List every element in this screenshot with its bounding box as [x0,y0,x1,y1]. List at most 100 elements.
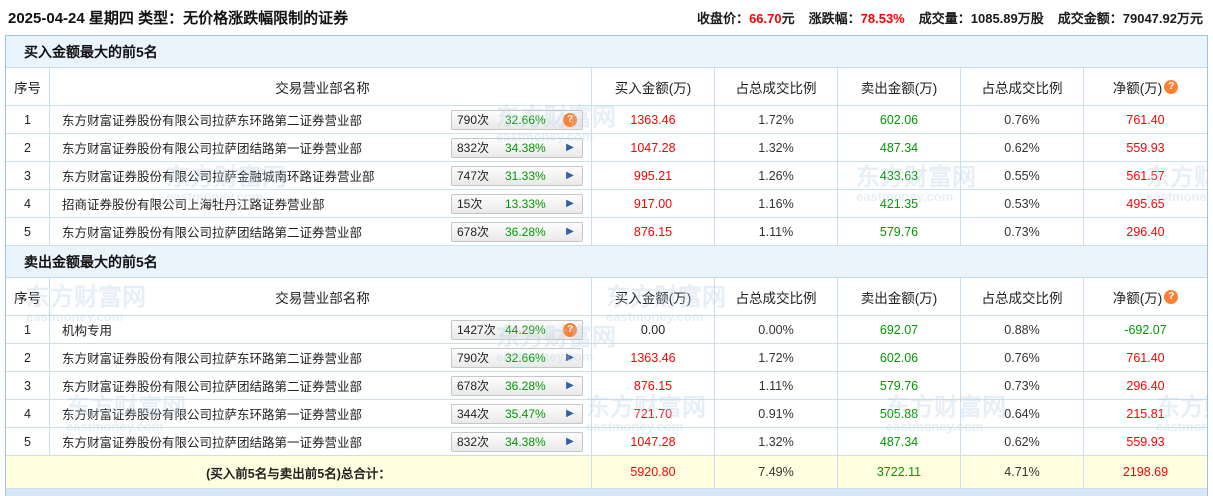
branch-name-link[interactable]: 招商证券股份有限公司上海牡丹江路证券营业部 [62,198,325,212]
column-header-buy-pct: 占总成交比例 [715,68,838,105]
play-arrow-icon[interactable]: ▶ [566,141,574,153]
sell-ratio: 0.73% [961,218,1084,245]
rank: 2 [6,134,50,161]
play-arrow-icon[interactable]: ▶ [566,169,574,181]
rank: 4 [6,400,50,427]
net-header-label: 净额(万) [1112,290,1163,306]
volume-value: 1085.89万股 [970,11,1044,26]
total-sell-amount: 3722.11 [838,456,961,488]
net-amount: 559.93 [1126,140,1165,155]
column-header-net: 净额(万)? [1084,278,1207,315]
play-arrow-icon[interactable]: ▶ [566,435,574,447]
trade-detail-button[interactable]: 832次 34.38% ▶ [451,431,583,452]
buy-ratio: 1.72% [715,344,838,371]
change-pct-label: 涨跌幅： [808,11,861,26]
play-arrow-icon[interactable]: ▶ [566,407,574,419]
sell-amount: 579.76 [838,218,961,245]
net-amount: -692.07 [1124,322,1167,337]
trade-detail-button[interactable]: 678次 36.28% ▶ [451,221,583,242]
rank: 5 [6,218,50,245]
column-header-buy: 买入金额(万) [592,68,715,105]
buy-ratio: 1.26% [715,162,838,189]
rank: 1 [6,106,50,133]
buy-amount: 1047.28 [592,134,715,161]
branch-cell: 东方财富证券股份有限公司拉萨团结路第一证券营业部 832次 34.38% ▶ [50,134,592,161]
trade-detail-button[interactable]: 678次 36.28% ▶ [451,375,583,396]
summary-stats: 收盘价：66.70元 涨跌幅：78.53% 成交量：1085.89万股 成交金额… [697,8,1203,27]
play-arrow-icon[interactable]: ▶ [566,379,574,391]
trade-detail-button[interactable]: 747次 31.33% ▶ [451,165,583,186]
branch-cell: 东方财富证券股份有限公司拉萨团结路第二证券营业部 678次 36.28% ▶ [50,218,592,245]
trade-detail-button[interactable]: 790次 32.66% ? [451,109,583,130]
branch-name-link[interactable]: 东方财富证券股份有限公司拉萨东环路第二证券营业部 [62,352,363,366]
trade-detail-button[interactable]: 1427次 44.29% ? [451,319,583,340]
appearance-count: 344次 [457,407,490,421]
branch-name-link[interactable]: 东方财富证券股份有限公司拉萨东环路第二证券营业部 [62,114,363,128]
trade-detail-button[interactable]: 790次 32.66% ▶ [451,347,583,368]
buy-ratio: 1.32% [715,134,838,161]
branch-cell: 东方财富证券股份有限公司拉萨团结路第二证券营业部 678次 36.28% ▶ [50,372,592,399]
totals-row: (买入前5名与卖出前5名)总合计： 5920.80 7.49% 3722.11 … [6,456,1207,489]
volume-stat: 成交量：1085.89万股 [919,8,1044,27]
help-icon[interactable]: ? [563,112,577,127]
rank: 4 [6,190,50,217]
branch-name-link[interactable]: 东方财富证券股份有限公司拉萨团结路第一证券营业部 [62,142,363,156]
column-header-buy: 买入金额(万) [592,278,715,315]
column-header-net: 净额(万)? [1084,68,1207,105]
sell-ratio: 0.76% [961,344,1084,371]
sell-ratio: 0.53% [961,190,1084,217]
win-rate: 32.66% [505,350,546,365]
net-amount: 559.93 [1126,434,1165,449]
column-header-sell-pct: 占总成交比例 [961,68,1084,105]
sell-ratio: 0.88% [961,316,1084,343]
total-buy-amount: 5920.80 [592,456,715,488]
win-rate: 35.47% [505,406,546,421]
branch-cell: 机构专用 1427次 44.29% ? [50,316,592,343]
buy-amount: 876.15 [592,372,715,399]
trade-detail-button[interactable]: 832次 34.38% ▶ [451,137,583,158]
trade-detail-button[interactable]: 344次 35.47% ▶ [451,403,583,424]
appearance-count: 1427次 [457,323,496,337]
help-icon[interactable]: ? [1164,289,1179,304]
trade-detail-button[interactable]: 15次 13.33% ▶ [451,193,583,214]
column-header-buy-pct: 占总成交比例 [715,278,838,315]
branch-name-link[interactable]: 东方财富证券股份有限公司拉萨金融城南环路证券营业部 [62,170,375,184]
sell-amount: 692.07 [838,316,961,343]
rank: 5 [6,428,50,455]
lhb-board: 买入金额最大的前5名 序号 交易营业部名称 买入金额(万) 占总成交比例 卖出金… [5,35,1208,496]
branch-cell: 招商证券股份有限公司上海牡丹江路证券营业部 15次 13.33% ▶ [50,190,592,217]
branch-name-link[interactable]: 东方财富证券股份有限公司拉萨团结路第一证券营业部 [62,436,363,450]
branch-name-link[interactable]: 东方财富证券股份有限公司拉萨团结路第二证券营业部 [62,380,363,394]
appearance-count: 790次 [457,113,490,127]
play-arrow-icon[interactable]: ▶ [566,351,574,363]
branch-name-link[interactable]: 东方财富证券股份有限公司拉萨东环路第一证券营业部 [62,408,363,422]
play-arrow-icon[interactable]: ▶ [566,225,574,237]
buy-ratio: 1.11% [715,218,838,245]
sell-ratio: 0.64% [961,400,1084,427]
net-header-label: 净额(万) [1112,80,1163,96]
sell-amount: 602.06 [838,344,961,371]
table-row: 4 东方财富证券股份有限公司拉萨东环路第一证券营业部 344次 35.47% ▶… [6,400,1207,428]
table-row: 5 东方财富证券股份有限公司拉萨团结路第二证券营业部 678次 36.28% ▶… [6,218,1207,246]
win-rate: 34.38% [505,140,546,155]
net-amount: 296.40 [1126,224,1165,239]
appearance-count: 747次 [457,169,490,183]
table-row: 3 东方财富证券股份有限公司拉萨金融城南环路证券营业部 747次 31.33% … [6,162,1207,190]
appearance-count: 678次 [457,225,490,239]
page-title: 2025-04-24 星期四 类型：无价格涨跌幅限制的证券 [8,10,349,27]
totals-label: (买入前5名与卖出前5名)总合计： [6,456,592,488]
buy-amount: 917.00 [592,190,715,217]
column-header-rank: 序号 [6,68,50,105]
play-arrow-icon[interactable]: ▶ [566,197,574,209]
sell-ratio: 0.62% [961,134,1084,161]
change-pct-stat: 涨跌幅：78.53% [809,8,905,27]
rank: 2 [6,344,50,371]
branch-name-link[interactable]: 东方财富证券股份有限公司拉萨团结路第二证券营业部 [62,226,363,240]
branch-name-link[interactable]: 机构专用 [62,324,113,338]
close-price-unit: 元 [781,11,795,26]
buy-table-header: 序号 交易营业部名称 买入金额(万) 占总成交比例 卖出金额(万) 占总成交比例… [6,68,1207,106]
help-icon[interactable]: ? [1164,79,1179,94]
sell-ratio: 0.62% [961,428,1084,455]
help-icon[interactable]: ? [563,322,577,337]
volume-label: 成交量： [918,11,971,26]
